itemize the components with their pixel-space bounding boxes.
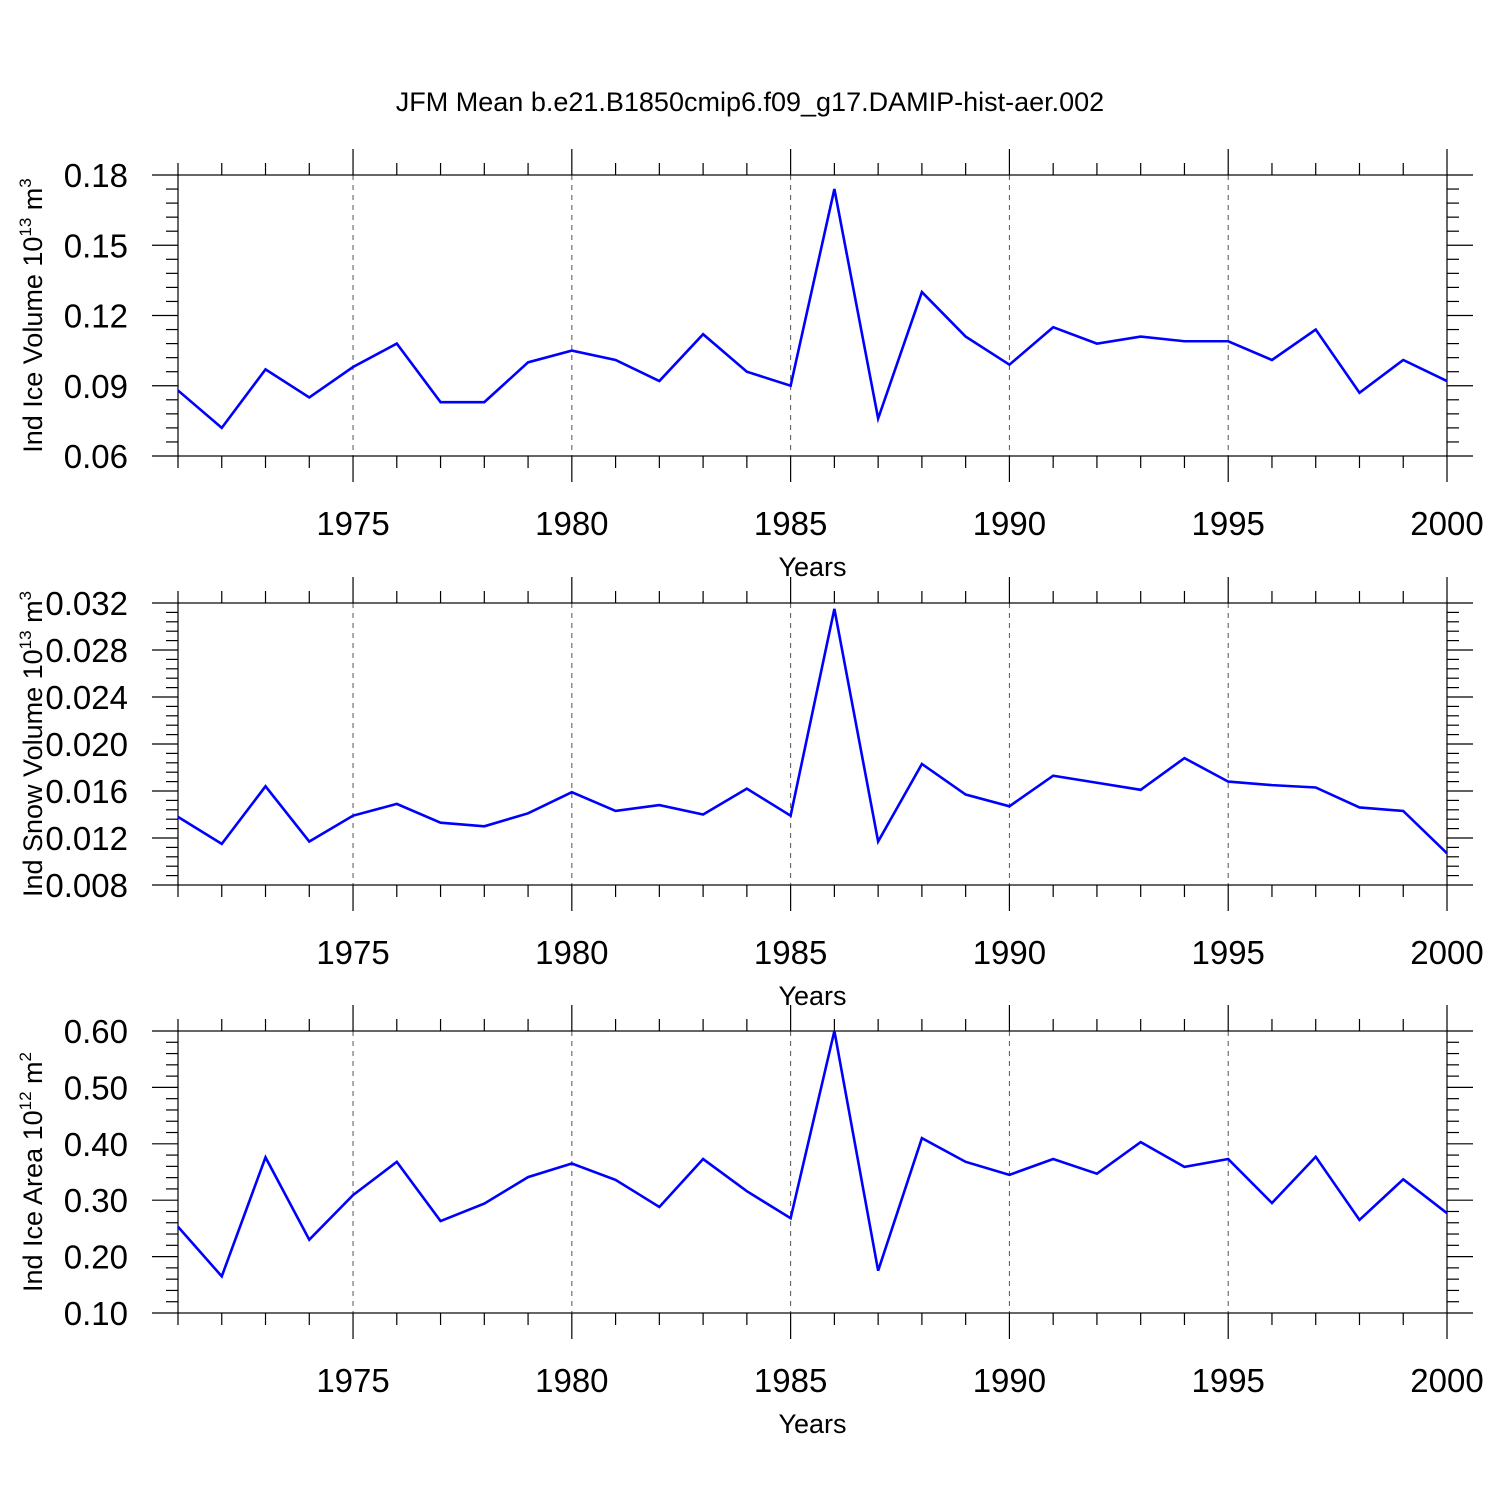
y-axis-label: Ind Ice Volume 1013 m3 xyxy=(16,178,48,453)
x-tick-label: 1980 xyxy=(535,934,608,971)
y-axis-label: Ind Ice Area 1012 m2 xyxy=(16,1052,48,1292)
y-axis-label-text: Ind Snow Volume 10 xyxy=(18,649,48,897)
y-tick-label: 0.028 xyxy=(45,632,128,669)
x-tick-label: 2000 xyxy=(1410,1362,1483,1399)
panels: 0.06 0.09 0.12 0.15 0.18 1975 1980 1985 1990 1995… xyxy=(16,149,1484,1439)
x-tick-label: 1985 xyxy=(754,1362,827,1399)
x-tick-label: 1980 xyxy=(535,1362,608,1399)
x-tick-label: 1995 xyxy=(1191,505,1264,542)
y-tick-label: 0.18 xyxy=(64,157,128,194)
y-axis-label-superscript: 3 xyxy=(16,178,35,187)
y-tick-label: 0.012 xyxy=(45,820,128,857)
y-tick-label: 0.008 xyxy=(45,867,128,904)
y-axis-label-superscript: 3 xyxy=(16,591,35,600)
x-axis-label: Years xyxy=(778,981,846,1011)
x-tick-label: 1990 xyxy=(973,934,1046,971)
y-axis-label-text: Ind Ice Volume 10 xyxy=(18,237,48,453)
y-axis-label: Ind Snow Volume 1013 m3 xyxy=(16,591,48,897)
y-axis-label-text: Ind Ice Area 10 xyxy=(18,1110,48,1292)
x-tick-label: 2000 xyxy=(1410,505,1483,542)
chart-panel-3: 0.10 0.20 0.30 0.40 0.50 0.60 1975 1980 1985 1990… xyxy=(16,1005,1484,1439)
y-tick-label: 0.024 xyxy=(45,679,128,716)
x-tick-label: 1995 xyxy=(1191,1362,1264,1399)
x-tick-label: 1995 xyxy=(1191,934,1264,971)
y-axis-label-superscript: 13 xyxy=(16,218,35,237)
plot-frame xyxy=(177,602,1448,886)
y-tick-label: 0.60 xyxy=(64,1013,128,1050)
x-tick-label: 1975 xyxy=(316,505,389,542)
chart-panel-2: 0.008 0.012 0.016 0.020 0.024 0.028 0.032 1975 1… xyxy=(16,577,1484,1011)
x-axis-label: Years xyxy=(778,552,846,582)
y-tick-label: 0.06 xyxy=(64,438,128,475)
series-line xyxy=(177,1030,1448,1279)
plot-frame xyxy=(177,174,1448,457)
y-tick-label: 0.50 xyxy=(64,1069,128,1106)
x-tick-label: 1990 xyxy=(973,505,1046,542)
y-axis-label-text: m xyxy=(18,600,48,630)
x-tick-label: 2000 xyxy=(1410,934,1483,971)
x-axis-label: Years xyxy=(778,1409,846,1439)
y-axis-label-superscript: 13 xyxy=(16,630,35,649)
y-axis-label-text: m xyxy=(18,1061,48,1091)
y-tick-label: 0.30 xyxy=(64,1182,128,1219)
y-tick-label: 0.020 xyxy=(45,726,128,763)
x-tick-label: 1985 xyxy=(754,934,827,971)
x-tick-label: 1990 xyxy=(973,1362,1046,1399)
x-tick-label: 1975 xyxy=(316,934,389,971)
y-axis-label-superscript: 2 xyxy=(16,1052,35,1061)
y-tick-label: 0.032 xyxy=(45,585,128,622)
y-tick-label: 0.40 xyxy=(64,1126,128,1163)
series-line xyxy=(177,188,1448,430)
y-tick-label: 0.10 xyxy=(64,1295,128,1332)
figure-title: JFM Mean b.e21.B1850cmip6.f09_g17.DAMIP-… xyxy=(396,87,1104,117)
plot-frame xyxy=(177,1030,1448,1314)
x-tick-label: 1980 xyxy=(535,505,608,542)
y-axis-label-text: m xyxy=(18,188,48,218)
y-tick-label: 0.016 xyxy=(45,773,128,810)
series-line xyxy=(177,608,1448,855)
y-tick-label: 0.12 xyxy=(64,298,128,335)
chart-panel-1: 0.06 0.09 0.12 0.15 0.18 1975 1980 1985 1990 1995… xyxy=(16,149,1484,582)
x-tick-label: 1975 xyxy=(316,1362,389,1399)
y-tick-label: 0.20 xyxy=(64,1239,128,1276)
y-axis-label-superscript: 12 xyxy=(16,1091,35,1110)
x-tick-label: 1985 xyxy=(754,505,827,542)
y-tick-label: 0.09 xyxy=(64,368,128,405)
y-tick-label: 0.15 xyxy=(64,227,128,264)
